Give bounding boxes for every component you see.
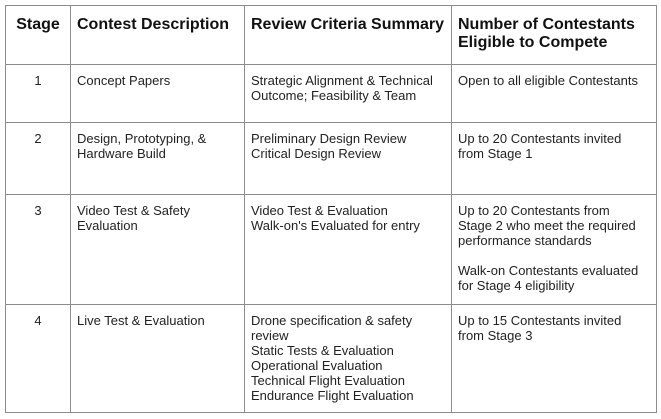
criteria-line: Critical Design Review [251, 146, 382, 161]
header-contestants-line-2: Eligible to Compete [458, 34, 608, 51]
criteria-line: Endurance Flight Evaluation [251, 388, 414, 403]
description-cell: Design, Prototyping, & Hardware Build [70, 122, 245, 195]
contestants-line: from Stage 1 [458, 146, 533, 161]
stage-number-cell: 4 [5, 304, 71, 413]
header-review-criteria: Review Criteria Summary [244, 5, 452, 65]
contestants-line: Up to 20 Contestants invited [458, 131, 622, 146]
criteria-line: Drone specification & safety [251, 313, 413, 328]
contestants-line: Up to 20 Contestants from [458, 203, 610, 218]
description-line: Concept Papers [77, 73, 171, 88]
contestants-line: performance standards [458, 233, 592, 248]
criteria-cell: Video Test & Evaluation Walk-on's Evalua… [244, 194, 452, 305]
description-line: Design, Prototyping, & [77, 131, 207, 146]
header-contest-description: Contest Description [70, 5, 245, 65]
description-line: Video Test & Safety [77, 203, 190, 218]
table-row: 2 Design, Prototyping, & Hardware Build … [5, 122, 657, 195]
contestants-cell: Up to 15 Contestants invited from Stage … [451, 304, 657, 413]
criteria-cell: Drone specification & safety review Stat… [244, 304, 452, 413]
stage-number-cell: 2 [5, 122, 71, 195]
contestants-cell: Up to 20 Contestants invited from Stage … [451, 122, 657, 195]
description-line: Hardware Build [77, 146, 166, 161]
contestants-extra-line: Walk-on Contestants evaluated [458, 263, 639, 278]
criteria-line: review [251, 328, 289, 343]
description-line: Live Test & Evaluation [77, 313, 205, 328]
description-cell: Concept Papers [70, 64, 245, 123]
description-cell: Video Test & Safety Evaluation [70, 194, 245, 305]
table-body: 1 Concept Papers Strategic Alignment & T… [5, 64, 657, 413]
description-cell: Live Test & Evaluation [70, 304, 245, 413]
table-header-row: Stage Contest Description Review Criteri… [5, 5, 657, 65]
header-stage: Stage [5, 5, 71, 65]
criteria-cell: Strategic Alignment & Technical Outcome;… [244, 64, 452, 123]
criteria-line: Static Tests & Evaluation [251, 343, 394, 358]
stages-table: Stage Contest Description Review Criteri… [5, 5, 657, 413]
criteria-line: Operational Evaluation [251, 358, 383, 373]
contestants-line: Up to 15 Contestants invited [458, 313, 622, 328]
table-row: 4 Live Test & Evaluation Drone specifica… [5, 304, 657, 413]
table-row: 1 Concept Papers Strategic Alignment & T… [5, 64, 657, 123]
contestants-cell: Up to 20 Contestants from Stage 2 who me… [451, 194, 657, 305]
criteria-line: Strategic Alignment & Technical [251, 73, 433, 88]
contestants-line: from Stage 3 [458, 328, 533, 343]
header-number-of-contestants: Number of Contestants Eligible to Compet… [451, 5, 657, 65]
criteria-line: Walk-on's Evaluated for entry [251, 218, 420, 233]
contestants-extra-line: for Stage 4 eligibility [458, 278, 575, 293]
header-contestants-line-1: Number of Contestants [458, 16, 635, 33]
criteria-line: Outcome; Feasibility & Team [251, 88, 417, 103]
table-row: 3 Video Test & Safety Evaluation Video T… [5, 194, 657, 305]
criteria-line: Technical Flight Evaluation [251, 373, 405, 388]
paragraph-gap [458, 248, 650, 263]
criteria-cell: Preliminary Design Review Critical Desig… [244, 122, 452, 195]
contestants-cell: Open to all eligible Contestants [451, 64, 657, 123]
contestants-line: Stage 2 who meet the required [458, 218, 636, 233]
contestants-line: Open to all eligible Contestants [458, 73, 638, 88]
description-line: Evaluation [77, 218, 138, 233]
criteria-line: Video Test & Evaluation [251, 203, 388, 218]
criteria-line: Preliminary Design Review [251, 131, 407, 146]
stage-number-cell: 3 [5, 194, 71, 305]
stage-number-cell: 1 [5, 64, 71, 123]
